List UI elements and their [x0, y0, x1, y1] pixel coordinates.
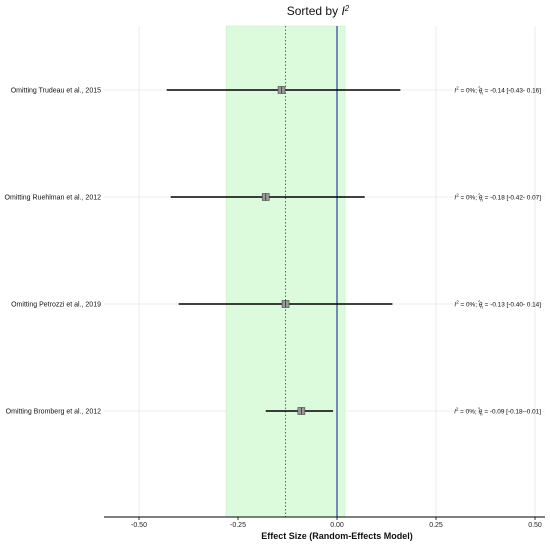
- x-tick-label: 0.25: [429, 522, 443, 529]
- study-statistic: I2 = 0%; θ^n = -0.13 [-0.40- 0.14]: [454, 300, 541, 310]
- x-tick-label: -0.50: [131, 522, 147, 529]
- x-tick-label: -0.25: [230, 522, 246, 529]
- study-label: Omitting Trudeau et al., 2015: [11, 88, 101, 95]
- x-tick-label: 0.00: [330, 522, 344, 529]
- study-statistic: I2 = 0%; θ^n = -0.18 [-0.42- 0.07]: [454, 193, 541, 203]
- study-statistic: I2 = 0%; θ^n = -0.14 [-0.43- 0.16]: [454, 86, 541, 96]
- chart-title: Sorted by I2: [287, 4, 350, 18]
- study-label: Omitting Petrozzi et al., 2019: [11, 302, 101, 309]
- x-tick-label: 0.50: [528, 522, 542, 529]
- study-statistic: I2 = 0%; θ^n = -0.09 [-0.18--0.01]: [454, 407, 541, 417]
- study-label: Omitting Bromberg et al., 2012: [6, 409, 101, 416]
- x-axis-title: Effect Size (Random-Effects Model): [261, 531, 413, 541]
- study-label: Omitting Ruehlman et al., 2012: [5, 195, 102, 202]
